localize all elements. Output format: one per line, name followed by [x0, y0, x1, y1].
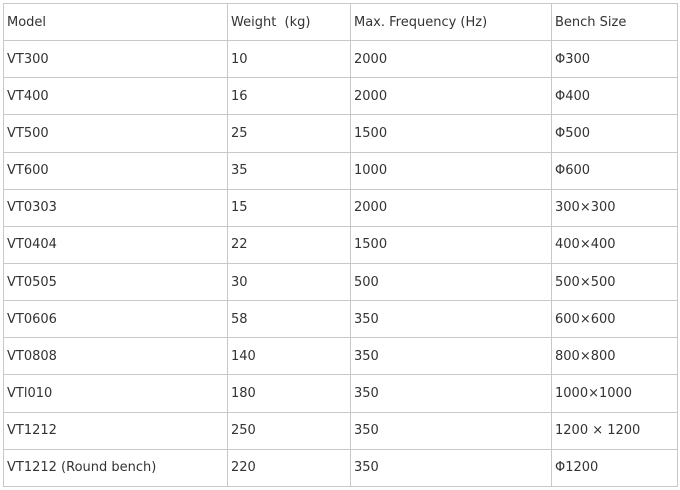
model-cell: VT300 — [3, 40, 228, 79]
table-row: VT0303 15 2000 300×300 — [3, 188, 678, 227]
weight-cell: 25 — [227, 114, 351, 153]
bench-size-cell: Φ1200 — [551, 448, 678, 488]
table-row: VT0606 58 350 600×600 — [3, 300, 678, 339]
table-row: VTl010 180 350 1000×1000 — [3, 374, 678, 413]
bench-size-cell: 1200 × 1200 — [551, 411, 678, 450]
header-model: Model — [3, 2, 228, 42]
weight-cell: 15 — [227, 188, 351, 227]
weight-cell: 16 — [227, 77, 351, 116]
max-frequency-cell: 500 — [350, 262, 552, 302]
model-cell: VT0808 — [3, 337, 228, 376]
max-frequency-cell: 2000 — [350, 40, 552, 79]
bench-size-cell: Φ500 — [551, 114, 678, 153]
table-row: VT400 16 2000 Φ400 — [3, 77, 678, 116]
max-frequency-cell: 1500 — [350, 225, 552, 264]
weight-cell: 30 — [227, 262, 351, 302]
table-row: VT0808 140 350 800×800 — [3, 337, 678, 376]
model-cell: VT0404 — [3, 225, 228, 264]
max-frequency-cell: 1500 — [350, 114, 552, 153]
max-frequency-cell: 2000 — [350, 188, 552, 227]
header-max-frequency: Max. Frequency (Hz) — [350, 2, 552, 42]
bench-size-cell: Φ600 — [551, 151, 678, 190]
max-frequency-cell: 350 — [350, 300, 552, 339]
max-frequency-cell: 350 — [350, 411, 552, 450]
max-frequency-cell: 350 — [350, 374, 552, 413]
table-row: VT1212 250 350 1200 × 1200 — [3, 411, 678, 450]
max-frequency-cell: 2000 — [350, 77, 552, 116]
model-cell: VT400 — [3, 77, 228, 116]
model-cell: VT1212 — [3, 411, 228, 450]
model-cell: VT0505 — [3, 262, 228, 302]
table-row: VT600 35 1000 Φ600 — [3, 151, 678, 190]
weight-cell: 140 — [227, 337, 351, 376]
weight-cell: 250 — [227, 411, 351, 450]
table-row: VT300 10 2000 Φ300 — [3, 40, 678, 79]
weight-cell: 10 — [227, 40, 351, 79]
weight-cell: 22 — [227, 225, 351, 264]
max-frequency-cell: 350 — [350, 448, 552, 488]
bench-size-cell: 500×500 — [551, 262, 678, 302]
bench-size-cell: 800×800 — [551, 337, 678, 376]
weight-cell: 220 — [227, 448, 351, 488]
model-cell: VT600 — [3, 151, 228, 190]
bench-size-cell: Φ400 — [551, 77, 678, 116]
table-row: VT500 25 1500 Φ500 — [3, 114, 678, 153]
bench-size-cell: 600×600 — [551, 300, 678, 339]
max-frequency-cell: 350 — [350, 337, 552, 376]
weight-cell: 58 — [227, 300, 351, 339]
bench-size-cell: 300×300 — [551, 188, 678, 227]
model-cell: VT1212 (Round bench) — [3, 448, 228, 488]
max-frequency-cell: 1000 — [350, 151, 552, 190]
model-cell: VTl010 — [3, 374, 228, 413]
weight-cell: 180 — [227, 374, 351, 413]
specifications-table: Model Weight (kg) Max. Frequency (Hz) Be… — [3, 2, 678, 488]
bench-size-cell: Φ300 — [551, 40, 678, 79]
weight-cell: 35 — [227, 151, 351, 190]
model-cell: VT500 — [3, 114, 228, 153]
bench-size-cell: 400×400 — [551, 225, 678, 264]
bench-size-cell: 1000×1000 — [551, 374, 678, 413]
header-bench-size: Bench Size — [551, 2, 678, 42]
table-row: VT0404 22 1500 400×400 — [3, 225, 678, 264]
table-row: VT1212 (Round bench) 220 350 Φ1200 — [3, 448, 678, 488]
model-cell: VT0303 — [3, 188, 228, 227]
header-row: Model Weight (kg) Max. Frequency (Hz) Be… — [3, 2, 678, 42]
header-weight: Weight (kg) — [227, 2, 351, 42]
table-row: VT0505 30 500 500×500 — [3, 262, 678, 302]
model-cell: VT0606 — [3, 300, 228, 339]
